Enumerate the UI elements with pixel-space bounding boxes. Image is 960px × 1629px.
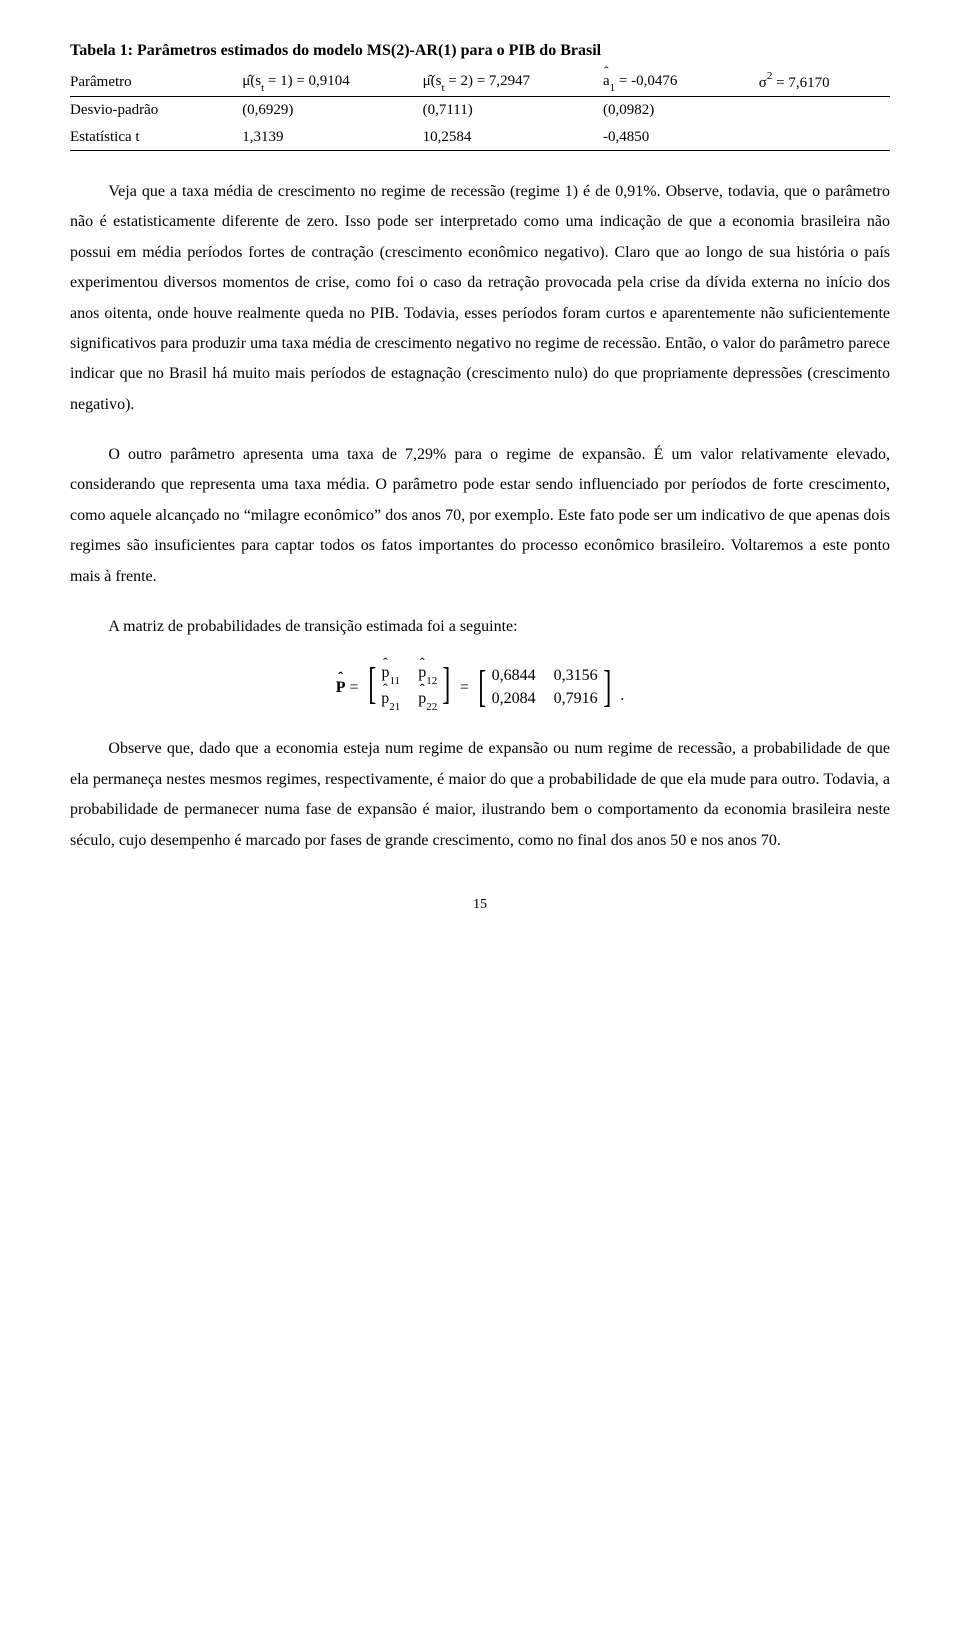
matrix-lhs: P =	[336, 677, 359, 699]
paragraph-1: Veja que a taxa média de crescimento no …	[70, 177, 890, 420]
table-row: Desvio-padrão (0,6929) (0,7111) (0,0982)	[70, 97, 890, 124]
cell-value	[759, 124, 890, 151]
cell-value: -0,4850	[603, 124, 759, 151]
bracket-right-icon: ]	[443, 662, 451, 712]
matrix-symbolic: [ p11 p12 p21 p22 ]	[365, 662, 454, 712]
cell-value: (0,0982)	[603, 97, 759, 124]
parameters-table: Parâmetro μ̂(st = 1) = 0,9104 μ̂(st = 2)…	[70, 68, 890, 151]
equals-sign: =	[460, 677, 469, 699]
page-number: 15	[70, 896, 890, 915]
th-mu-s1: μ̂(st = 1) = 0,9104	[242, 68, 422, 97]
cell-value: (0,7111)	[423, 97, 603, 124]
th-mu-s2: μ̂(st = 2) = 7,2947	[423, 68, 603, 97]
matrix-cell: 0,7916	[554, 688, 598, 710]
th-sigma2: σ2 = 7,6170	[759, 68, 890, 97]
matrix-cell: p21	[381, 688, 400, 712]
table-header-row: Parâmetro μ̂(st = 1) = 0,9104 μ̂(st = 2)…	[70, 68, 890, 97]
matrix-cell: p22	[418, 688, 437, 712]
paragraph-4: Observe que, dado que a economia esteja …	[70, 734, 890, 856]
bracket-left-icon: [	[368, 662, 376, 712]
cell-label: Estatística t	[70, 124, 242, 151]
th-parametro: Parâmetro	[70, 68, 242, 97]
paragraph-3: A matriz de probabilidades de transição …	[70, 612, 890, 642]
matrix-cell: 0,3156	[554, 665, 598, 687]
transition-matrix-equation: P = [ p11 p12 p21 p22 ] = [ 0,6844 0,315…	[70, 662, 890, 712]
table-title: Tabela 1: Parâmetros estimados do modelo…	[70, 40, 890, 62]
cell-value	[759, 97, 890, 124]
bracket-left-icon: [	[478, 665, 486, 710]
th-a1: a1 = -0,0476	[603, 68, 759, 97]
matrix-cell: 0,6844	[492, 665, 536, 687]
cell-label: Desvio-padrão	[70, 97, 242, 124]
cell-value: 10,2584	[423, 124, 603, 151]
table-row: Estatística t 1,3139 10,2584 -0,4850	[70, 124, 890, 151]
matrix-numeric: [ 0,6844 0,3156 0,2084 0,7916 ]	[475, 665, 614, 710]
cell-value: 1,3139	[242, 124, 422, 151]
bracket-right-icon: ]	[603, 665, 611, 710]
paragraph-2: O outro parâmetro apresenta uma taxa de …	[70, 440, 890, 592]
equation-period: .	[620, 685, 624, 713]
cell-value: (0,6929)	[242, 97, 422, 124]
matrix-cell: 0,2084	[492, 688, 536, 710]
